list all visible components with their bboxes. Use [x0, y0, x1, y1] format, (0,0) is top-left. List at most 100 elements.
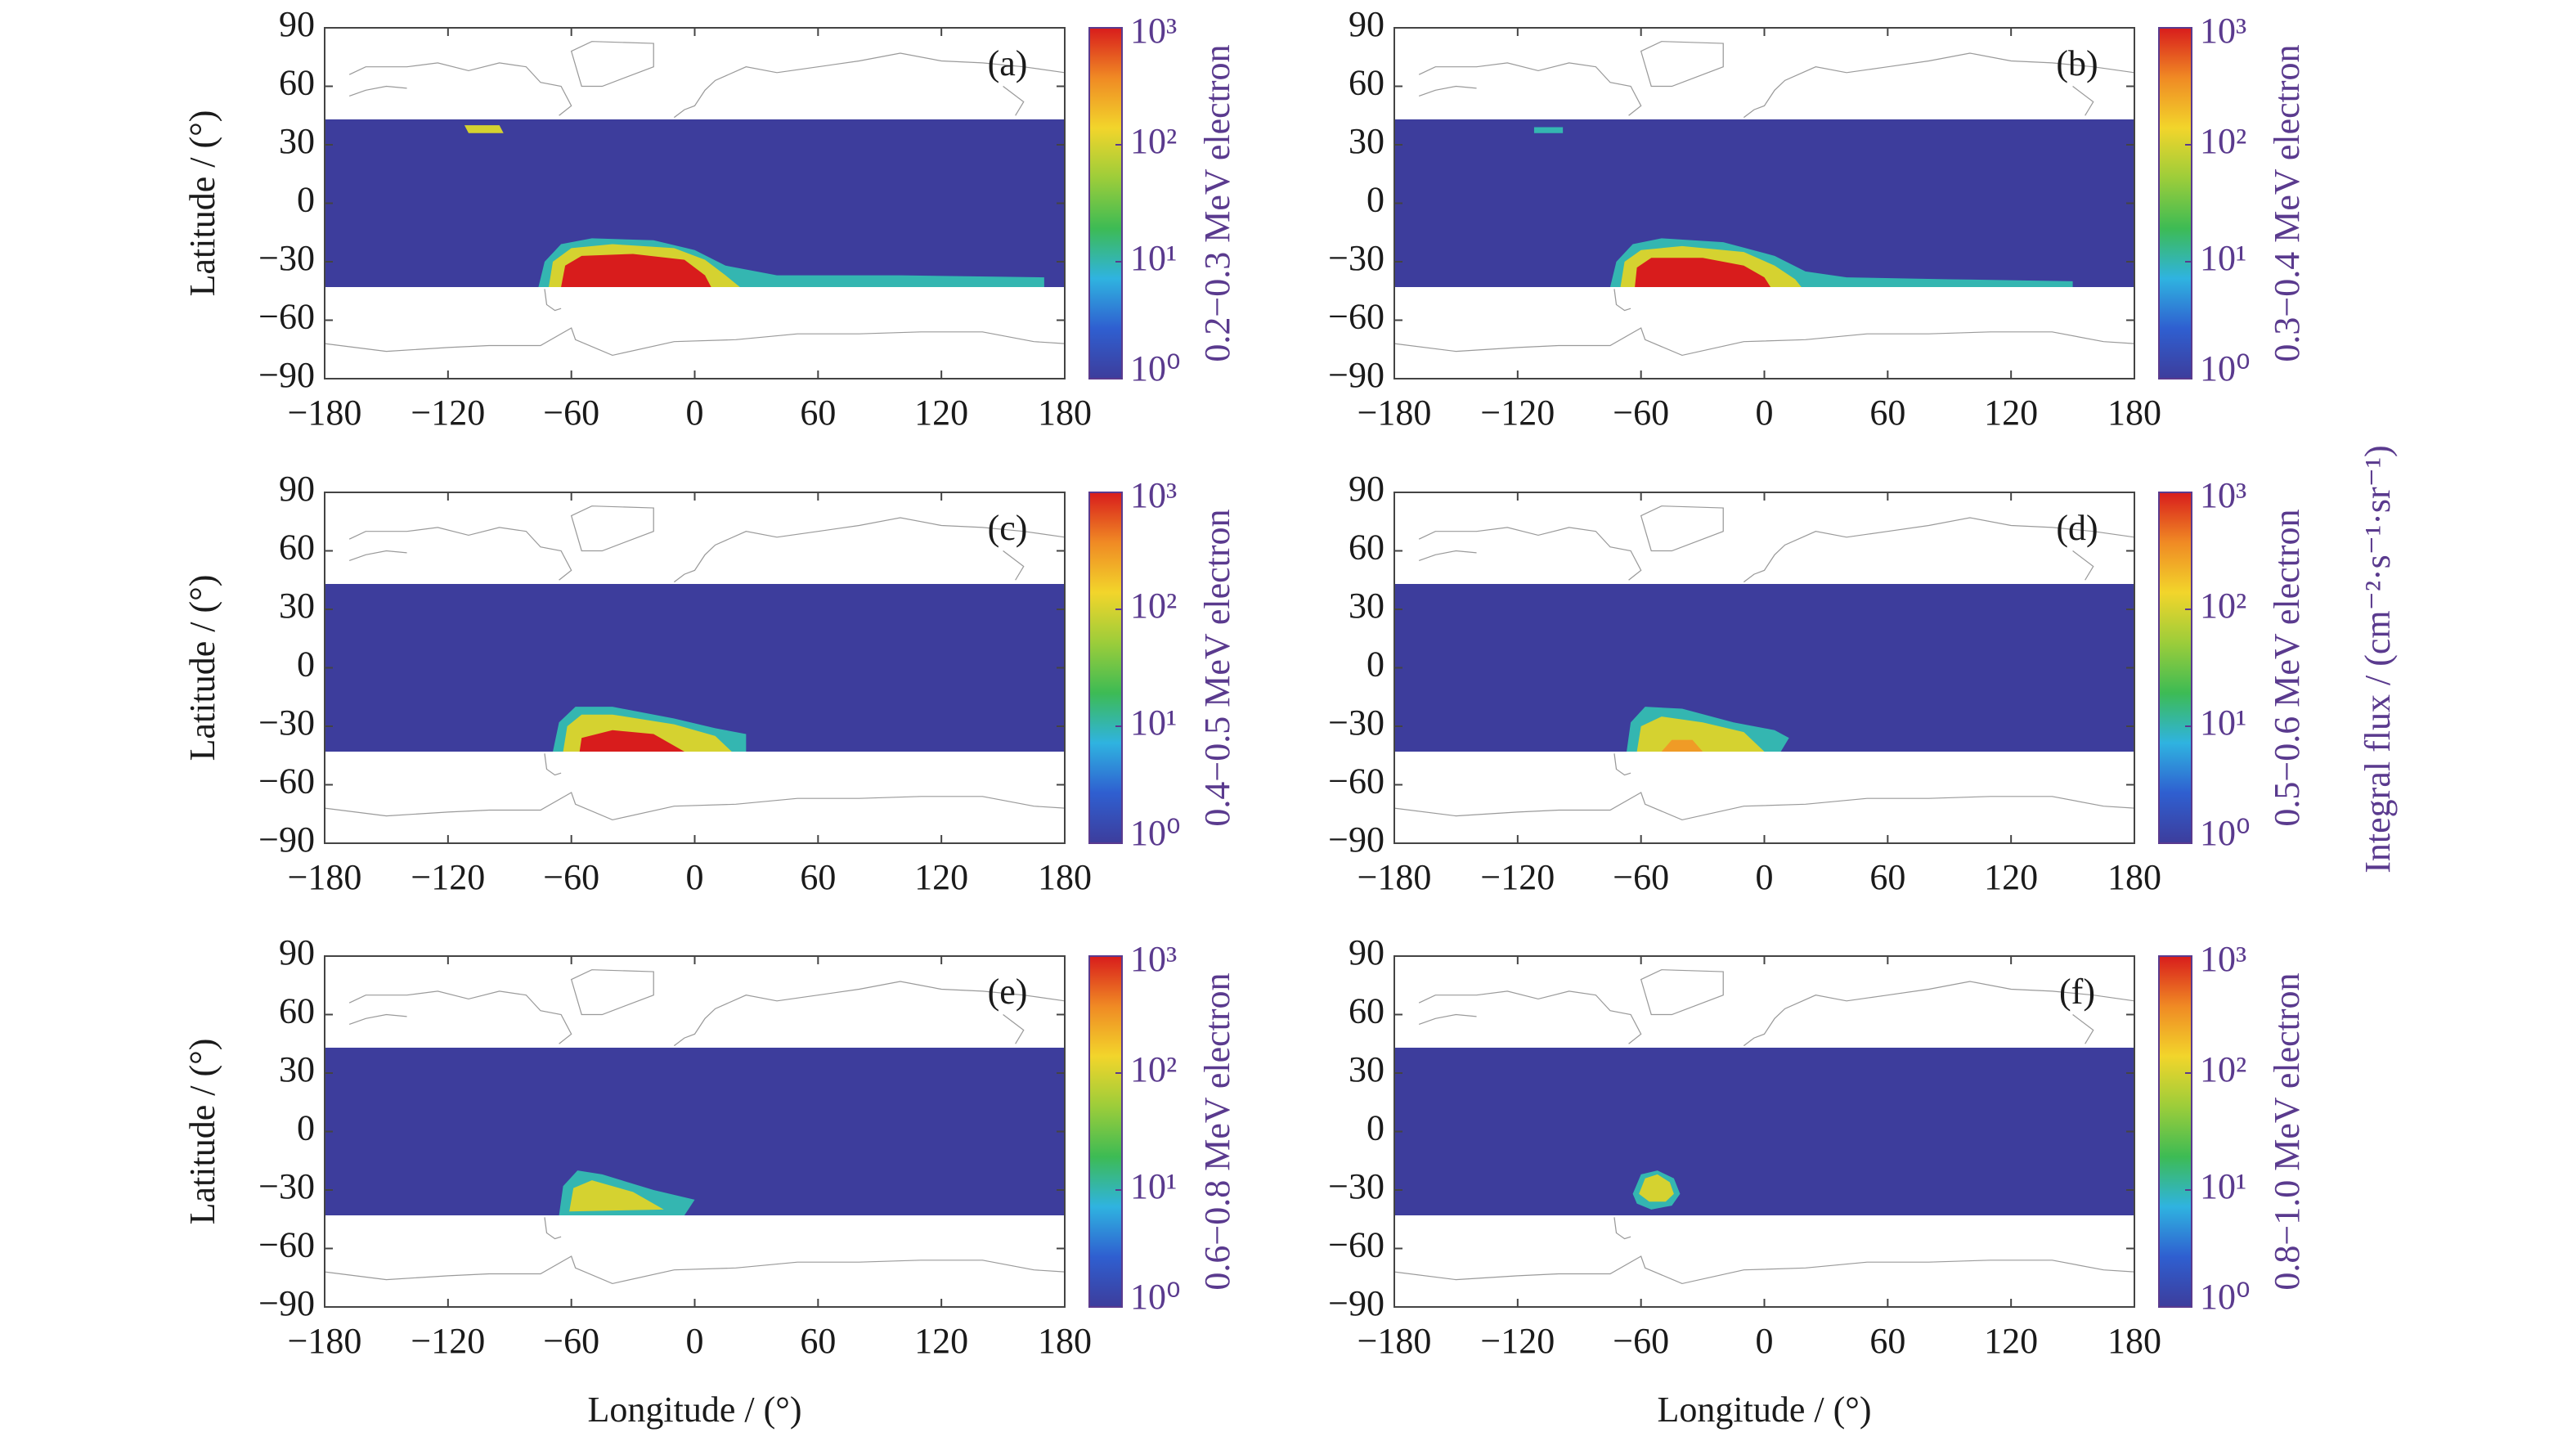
y-tick-label: 60: [1349, 991, 1384, 1031]
heatmap: [1394, 119, 2134, 287]
y-tick-label: −60: [1328, 1225, 1384, 1265]
y-tick-label: 0: [297, 644, 315, 685]
y-tick-label: 0: [297, 1108, 315, 1148]
flux-region: [464, 125, 504, 133]
y-tick-label: 0: [1367, 1108, 1384, 1148]
colorbar-label: 0.2−0.3 MeV electron: [1197, 44, 1237, 361]
y-tick-label: −60: [1328, 297, 1384, 337]
colorbar: [1088, 955, 1123, 1308]
y-tick-label: −90: [1328, 1283, 1384, 1323]
x-tick-label: 0: [686, 393, 704, 433]
x-tick-label: −60: [1613, 1321, 1669, 1361]
colorbar-tick-label: 10⁰: [1130, 813, 1181, 853]
colorbar-title: Integral flux / (cm⁻²·s⁻¹·sr⁻¹): [2358, 445, 2398, 873]
colorbar-tick-label: 10¹: [1130, 1166, 1177, 1206]
x-tick-label: 0: [686, 1321, 704, 1361]
colorbar: [2158, 27, 2192, 379]
colorbar-tick-label: 10⁰: [2200, 348, 2251, 388]
x-tick-label: −180: [288, 857, 362, 897]
y-tick-label: −30: [258, 238, 315, 278]
x-tick-label: −120: [411, 857, 485, 897]
y-tick-label: 30: [1349, 121, 1384, 161]
y-tick-label: 90: [279, 469, 315, 509]
y-tick-label: −60: [1328, 761, 1384, 802]
x-tick-label: −120: [411, 393, 485, 433]
x-tick-label: 60: [1869, 393, 1905, 433]
heatmap: [1394, 1048, 2134, 1215]
x-tick-label: −60: [543, 393, 599, 433]
flux-region: [1635, 258, 1771, 287]
flux-region: [1661, 739, 1703, 752]
x-tick-label: −60: [543, 1321, 599, 1361]
x-tick-label: 180: [2107, 857, 2161, 897]
colorbar-tick-label: 10²: [1130, 121, 1177, 161]
y-axis-label: Latitude / (°): [182, 110, 222, 297]
y-tick-label: 30: [1349, 1049, 1384, 1089]
y-tick-label: 30: [279, 1049, 315, 1089]
heatmap: [1394, 584, 2134, 752]
colorbar-tick-label: 10⁰: [2200, 813, 2251, 853]
x-tick-label: 60: [1869, 857, 1905, 897]
y-tick-label: 60: [279, 991, 315, 1031]
panel-label: (a): [988, 43, 1028, 83]
x-tick-label: −180: [1358, 857, 1432, 897]
x-tick-label: 120: [914, 857, 968, 897]
x-tick-label: 120: [1984, 1321, 2038, 1361]
flux-region: [325, 1048, 1065, 1215]
colorbar-tick-label: 10⁰: [1130, 348, 1181, 388]
flux-region: [1636, 716, 1765, 752]
colorbar-tick-label: 10³: [1130, 475, 1177, 515]
flux-region: [325, 119, 1065, 287]
y-tick-label: 90: [1349, 4, 1384, 44]
flux-region: [569, 1180, 664, 1212]
flux-region: [1639, 1174, 1674, 1202]
x-tick-label: 120: [1984, 857, 2038, 897]
y-tick-label: −30: [258, 1166, 315, 1206]
colorbar-tick-label: 10⁰: [2200, 1277, 2251, 1317]
x-tick-label: 120: [914, 393, 968, 433]
colorbar-tick-label: 10⁰: [1130, 1277, 1181, 1317]
y-tick-label: −90: [258, 820, 315, 860]
x-tick-label: 60: [1869, 1321, 1905, 1361]
x-tick-label: 180: [1038, 393, 1092, 433]
x-axis-label: Longitude / (°): [588, 1390, 802, 1430]
x-tick-label: 120: [1984, 393, 2038, 433]
y-axis-label: Latitude / (°): [182, 575, 222, 761]
x-tick-label: −120: [411, 1321, 485, 1361]
y-tick-label: −60: [258, 297, 315, 337]
colorbar: [2158, 955, 2192, 1308]
y-tick-label: −90: [1328, 355, 1384, 395]
x-tick-label: −120: [1480, 393, 1555, 433]
colorbar-label: 0.5−0.6 MeV electron: [2267, 509, 2307, 826]
y-tick-label: 0: [297, 180, 315, 220]
y-tick-label: 30: [279, 586, 315, 626]
y-tick-label: 90: [279, 932, 315, 972]
panel-label: (b): [2056, 43, 2098, 83]
x-tick-label: 120: [914, 1321, 968, 1361]
colorbar-tick-label: 10³: [2200, 475, 2246, 515]
colorbar: [1088, 27, 1123, 379]
x-tick-label: −60: [543, 857, 599, 897]
x-tick-label: −120: [1480, 1321, 1555, 1361]
colorbar-tick-label: 10³: [1130, 11, 1177, 51]
y-tick-label: 90: [279, 4, 315, 44]
colorbar-tick-label: 10¹: [2200, 238, 2246, 278]
flux-region: [579, 730, 684, 752]
colorbar-tick-label: 10²: [2200, 586, 2246, 626]
y-tick-label: 90: [1349, 469, 1384, 509]
x-tick-label: 0: [1756, 857, 1774, 897]
colorbar-tick-label: 10¹: [2200, 703, 2246, 743]
x-tick-label: −180: [288, 1321, 362, 1361]
x-tick-label: 180: [1038, 1321, 1092, 1361]
y-tick-label: −30: [1328, 238, 1384, 278]
y-tick-label: 0: [1367, 180, 1384, 220]
colorbar-label: 0.6−0.8 MeV electron: [1197, 972, 1237, 1290]
y-tick-label: 60: [1349, 63, 1384, 103]
flux-region: [1394, 584, 2134, 752]
x-tick-label: −60: [1613, 857, 1669, 897]
x-tick-label: 60: [800, 1321, 836, 1361]
colorbar-tick-label: 10³: [2200, 939, 2246, 979]
x-tick-label: 60: [800, 857, 836, 897]
colorbar-tick-label: 10²: [1130, 1049, 1177, 1089]
